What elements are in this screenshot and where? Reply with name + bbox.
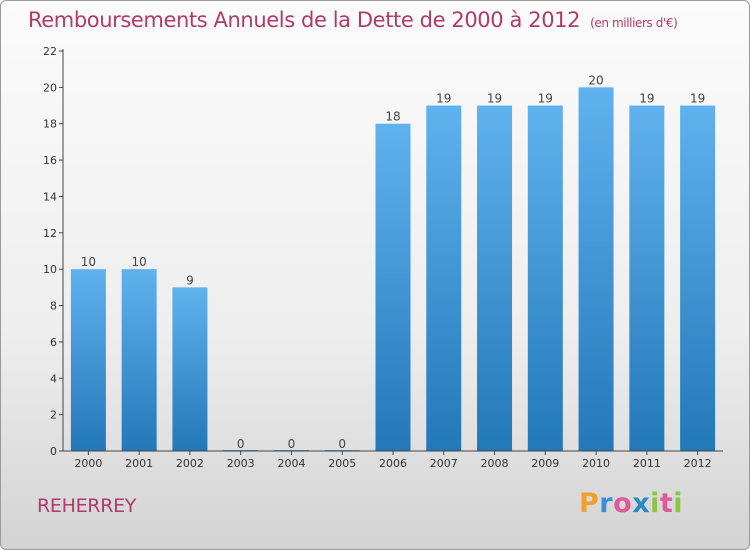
proxiti-logo: Proxiti xyxy=(579,488,683,519)
data-label: 19 xyxy=(690,92,705,106)
chart-title-text: Remboursements Annuels de la Dette de 20… xyxy=(28,8,581,32)
x-tick-label: 2003 xyxy=(227,457,255,470)
logo-letter: r xyxy=(599,488,614,519)
data-label: 19 xyxy=(436,92,451,106)
chart-title: Remboursements Annuels de la Dette de 20… xyxy=(28,8,678,32)
data-label: 0 xyxy=(288,437,296,451)
bar xyxy=(375,123,411,452)
y-tick-label: 0 xyxy=(50,445,57,458)
x-tick-label: 2001 xyxy=(125,457,153,470)
y-tick-label: 14 xyxy=(43,190,57,203)
y-tick-label: 8 xyxy=(50,300,57,313)
bar xyxy=(527,105,563,451)
y-tick-label: 20 xyxy=(43,81,57,94)
data-label: 10 xyxy=(81,255,96,269)
logo-letter: i xyxy=(650,488,660,519)
y-tick-label: 12 xyxy=(43,227,57,240)
x-tick-label: 2011 xyxy=(633,457,661,470)
data-label: 19 xyxy=(639,92,654,106)
y-tick-label: 18 xyxy=(43,118,57,131)
bar xyxy=(680,105,716,451)
bar xyxy=(426,105,462,451)
data-label: 19 xyxy=(538,92,553,106)
logo-letter: o xyxy=(613,488,633,519)
bar xyxy=(70,269,106,451)
x-tick-label: 2000 xyxy=(74,457,102,470)
chart-unit: (en milliers d'€) xyxy=(590,16,678,30)
logo-letter: x xyxy=(632,488,651,519)
x-tick-label: 2004 xyxy=(277,457,305,470)
x-tick-label: 2008 xyxy=(481,457,509,470)
bar xyxy=(477,105,513,451)
data-label: 10 xyxy=(132,255,147,269)
x-tick-label: 2007 xyxy=(430,457,458,470)
data-label: 9 xyxy=(186,273,194,287)
x-tick-label: 2010 xyxy=(582,457,610,470)
x-tick-label: 2009 xyxy=(531,457,559,470)
bar xyxy=(578,87,614,451)
bar xyxy=(172,287,208,451)
x-tick-label: 2012 xyxy=(684,457,712,470)
y-tick-label: 22 xyxy=(43,45,57,58)
y-tick-label: 4 xyxy=(50,372,57,385)
bar xyxy=(121,269,157,451)
y-tick-label: 16 xyxy=(43,154,57,167)
x-tick-label: 2005 xyxy=(328,457,356,470)
commune-name: REHERREY xyxy=(37,495,137,517)
x-tick-label: 2002 xyxy=(176,457,204,470)
x-tick-label: 2006 xyxy=(379,457,407,470)
y-tick-label: 2 xyxy=(50,409,57,422)
logo-letter: P xyxy=(579,488,600,519)
data-label: 0 xyxy=(237,437,245,451)
logo-letter: t xyxy=(659,488,674,519)
y-tick-label: 10 xyxy=(43,263,57,276)
bar xyxy=(629,105,665,451)
logo-letter: i xyxy=(673,488,684,519)
data-label: 18 xyxy=(385,110,400,124)
data-label: 20 xyxy=(588,73,603,87)
y-tick-label: 6 xyxy=(50,336,57,349)
data-label: 0 xyxy=(338,437,346,451)
data-label: 19 xyxy=(487,92,502,106)
